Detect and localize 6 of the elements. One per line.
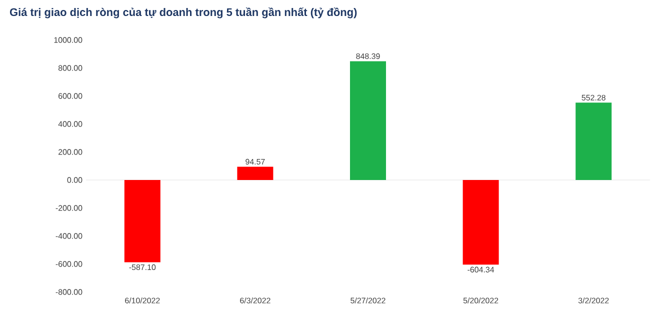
bar	[462, 180, 499, 265]
chart-title: Giá trị giao dịch ròng của tự doanh trong 5 tuần gần nhất (tỷ đồng)	[10, 8, 357, 18]
bar	[350, 61, 386, 180]
bar	[237, 166, 274, 180]
bar	[124, 180, 160, 262]
bar	[576, 102, 612, 180]
